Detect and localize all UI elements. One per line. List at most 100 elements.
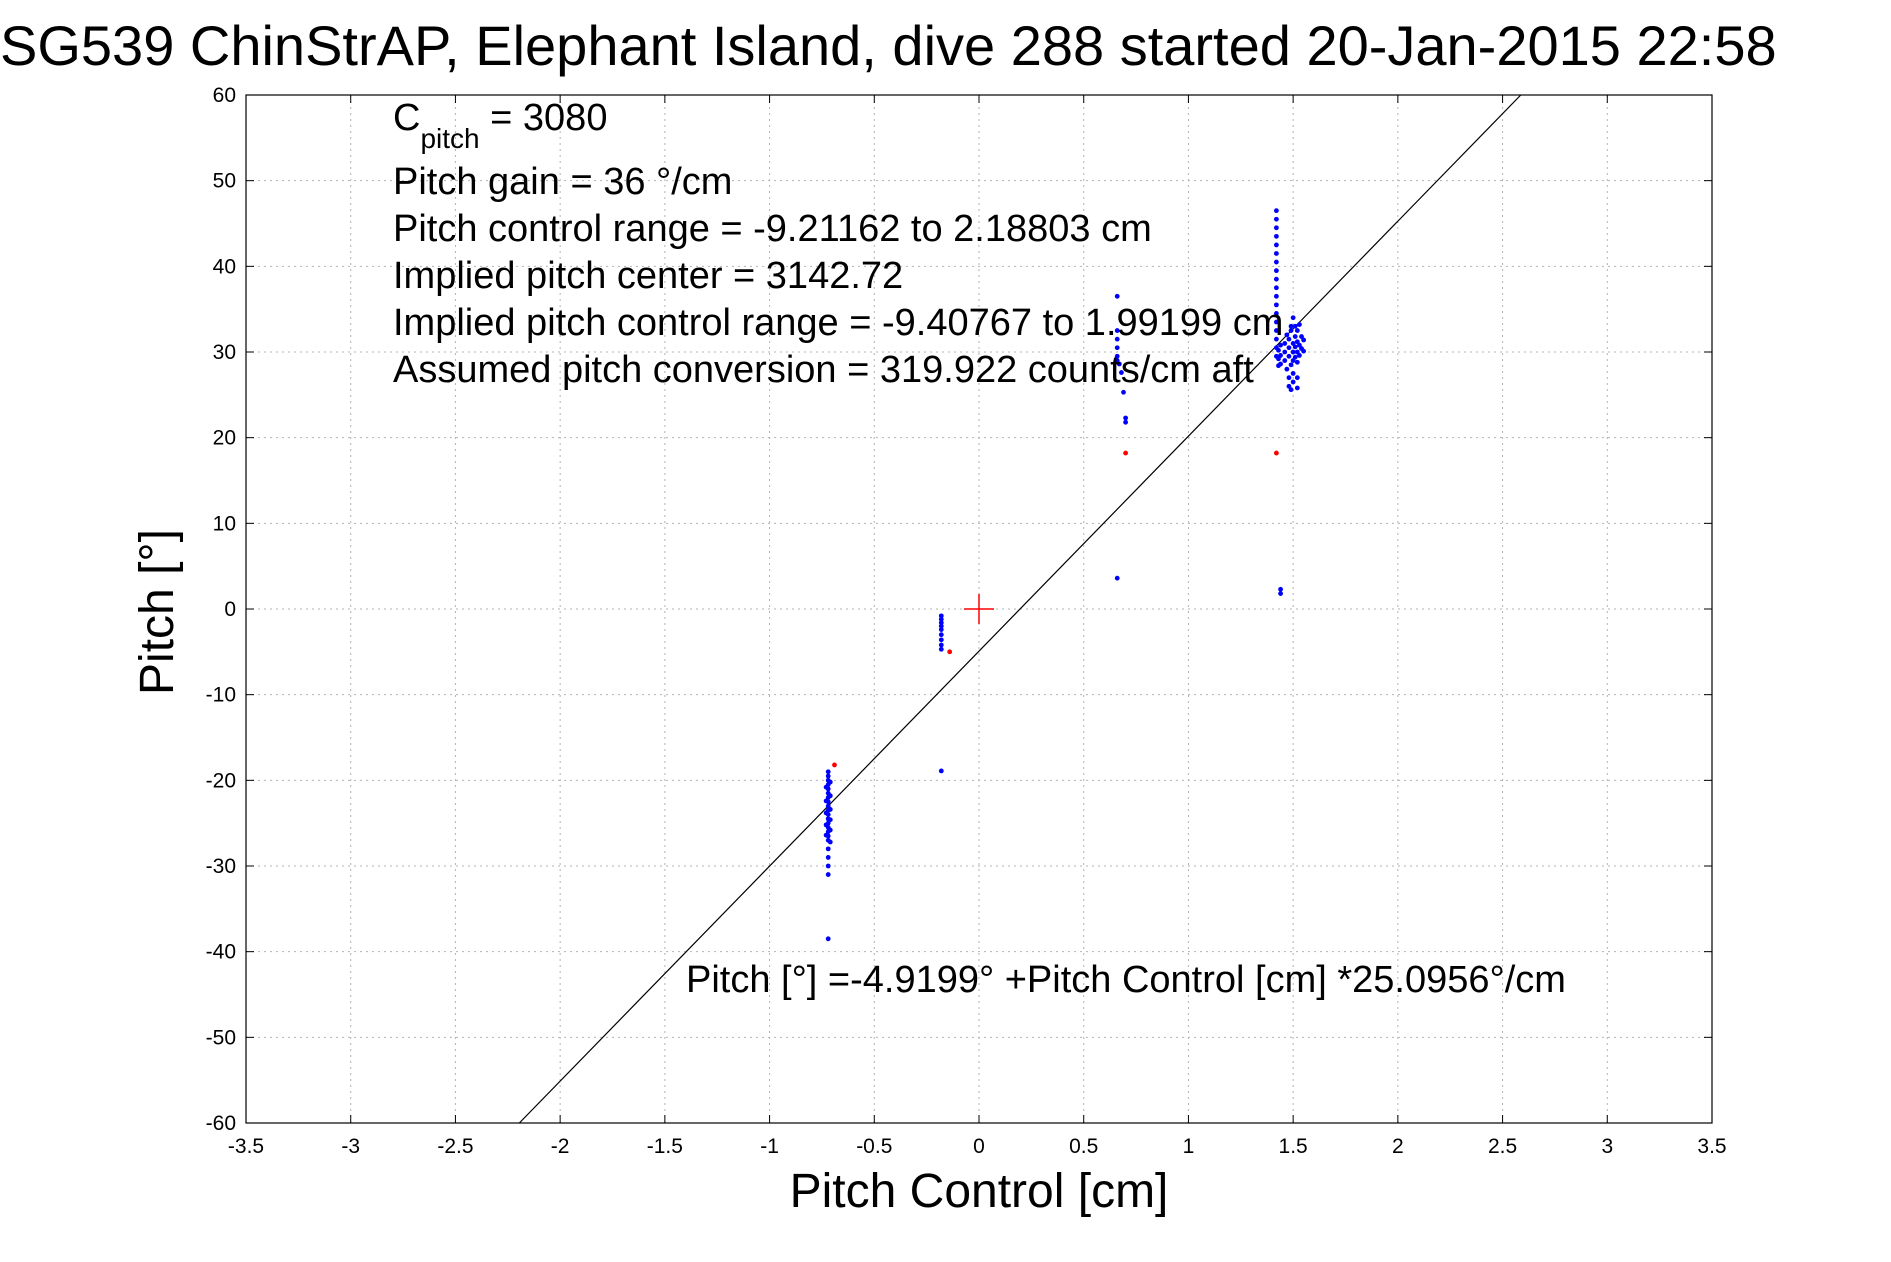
data-point [825,846,831,852]
data-point [823,798,829,804]
x-tick-label: 1.5 [1279,1135,1308,1158]
data-point [938,637,944,643]
x-tick-label: 0 [973,1135,985,1158]
fit-line-group [518,94,1522,1124]
data-point [938,642,944,648]
y-tick-label: 50 [213,170,236,193]
y-axis-label: Pitch [°] [131,529,184,695]
data-point [1273,285,1279,291]
data-point [825,769,831,775]
data-point [1273,276,1279,282]
data-point [1278,342,1283,348]
y-tick-label: -10 [206,684,236,707]
data-point [1114,575,1120,581]
data-point [1273,336,1279,342]
data-point [825,863,831,869]
y-tick-label: -60 [206,1112,236,1135]
axis-ticks: -3.5 -3 -2.5 -2 -1.5 -1 -0.5 0 0.5 1 1.5 2 2.5 3 3.5 -6… [206,84,1727,1158]
data-point [1288,323,1294,329]
data-point [1286,375,1292,381]
data-point [938,768,944,774]
data-point [827,817,833,823]
data-point [823,784,829,790]
x-tick-label: -2.5 [437,1135,473,1158]
data-points [823,208,1307,942]
implied-center-annotation: Implied pitch center = 3142.72 [393,255,903,297]
data-point [938,620,944,626]
y-tick-label: 30 [213,341,236,364]
data-point [1119,370,1124,375]
data-point [1273,311,1279,316]
data-point [1288,362,1294,368]
data-point [1273,450,1279,456]
data-point [1282,341,1288,346]
conversion-annotation: Assumed pitch conversion = 319.922 count… [393,349,1254,391]
data-point [1116,361,1122,367]
data-point [1114,345,1120,351]
data-point [825,872,831,877]
data-point [1273,319,1279,325]
x-tick-label: 1 [1183,1135,1195,1158]
data-point [1297,353,1302,358]
data-point [1290,379,1296,385]
y-tick-label: 10 [213,512,236,535]
data-point [827,807,833,812]
data-point [825,936,831,942]
data-point [1114,293,1120,299]
data-point [938,623,944,629]
data-point [1278,591,1283,596]
c-pitch-annotation: Cpitch = 3080 [393,97,607,154]
fit-equation-annotation: Pitch [°] =-4.9199° +Pitch Control [cm] … [686,959,1566,1001]
data-point [938,616,944,622]
c-pitch-main: C [393,97,420,139]
x-tick-label: 3 [1601,1135,1613,1158]
data-point [827,839,833,845]
data-point [1286,345,1292,351]
data-point [1278,361,1283,367]
data-point [1292,354,1298,360]
y-tick-label: -30 [206,855,236,878]
x-tick-label: -1 [760,1135,779,1158]
data-point [1273,268,1279,274]
x-tick-label: 0.5 [1069,1135,1098,1158]
data-point [1276,347,1281,353]
data-point [1292,334,1298,339]
data-point [947,649,953,655]
center-marker-group [964,594,994,624]
data-point [1284,366,1290,372]
data-point [1273,242,1279,248]
x-axis-label: Pitch Control [cm] [790,1165,1169,1218]
x-tick-label: 2.5 [1488,1135,1517,1158]
data-point [1123,419,1128,425]
data-point [1290,371,1296,376]
data-point [1290,349,1296,355]
data-point [938,613,944,619]
data-point [823,810,829,816]
y-tick-label: -50 [206,1026,236,1049]
x-tick-label: -0.5 [856,1135,892,1158]
data-point [1273,328,1279,333]
data-point [1114,336,1120,342]
data-point [1114,328,1120,333]
x-tick-label: -2 [551,1135,570,1158]
y-tick-label: 60 [213,84,236,107]
y-tick-label: 40 [213,255,236,278]
data-point [1273,251,1279,256]
data-point [1294,328,1300,333]
pitch-gain-annotation: Pitch gain = 36 °/cm [393,161,732,203]
data-point [938,632,944,638]
data-point [938,646,944,652]
data-point [1297,322,1302,327]
data-point [938,627,944,632]
data-point [827,827,833,833]
chart-title: SG539 ChinStrAP, Elephant Island, dive 2… [0,14,1777,77]
c-pitch-value: = 3080 [480,97,608,139]
fit-line [518,94,1522,1124]
data-point [1282,349,1288,355]
data-point [1288,387,1294,393]
data-point [823,832,829,838]
data-point [827,793,833,799]
x-tick-label: 3.5 [1697,1135,1726,1158]
data-point [832,762,837,768]
